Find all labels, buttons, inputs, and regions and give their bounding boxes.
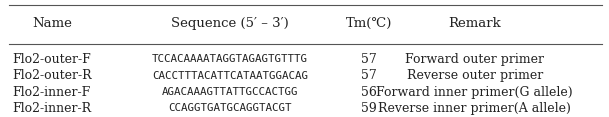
Text: 59: 59 [361, 102, 377, 115]
Text: Reverse inner primer(A allele): Reverse inner primer(A allele) [378, 102, 571, 115]
Text: CACCTTTACATTCATAATGGACAG: CACCTTTACATTCATAATGGACAG [152, 71, 308, 81]
Text: Flo2-inner-R: Flo2-inner-R [12, 102, 91, 115]
Text: 57: 57 [361, 53, 377, 66]
Text: Tm(℃): Tm(℃) [346, 17, 392, 30]
Text: Flo2-outer-R: Flo2-outer-R [12, 69, 91, 82]
Text: Flo2-inner-F: Flo2-inner-F [13, 86, 91, 99]
Text: CCAGGTGATGCAGGTACGT: CCAGGTGATGCAGGTACGT [168, 103, 292, 113]
Text: Reverse outer primer: Reverse outer primer [407, 69, 543, 82]
Text: Forward outer primer: Forward outer primer [405, 53, 544, 66]
Text: TCCACAAAATAGGTAGAGTGTTTG: TCCACAAAATAGGTAGAGTGTTTG [152, 54, 308, 64]
Text: 57: 57 [361, 69, 377, 82]
Text: Name: Name [32, 17, 72, 30]
Text: AGACAAAGTTATTGCCACTGG: AGACAAAGTTATTGCCACTGG [162, 87, 298, 97]
Text: Remark: Remark [448, 17, 501, 30]
Text: Sequence (5′ – 3′): Sequence (5′ – 3′) [171, 17, 289, 30]
Text: Flo2-outer-F: Flo2-outer-F [12, 53, 91, 66]
Text: 56: 56 [361, 86, 377, 99]
Text: Forward inner primer(G allele): Forward inner primer(G allele) [376, 86, 573, 99]
